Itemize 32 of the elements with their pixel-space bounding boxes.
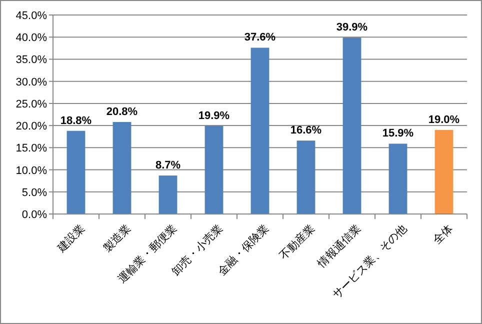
data-label: 16.6%: [290, 124, 322, 137]
bar: [434, 130, 454, 214]
x-tick-label: 全体: [431, 222, 456, 247]
data-label: 37.6%: [244, 32, 276, 44]
y-tick-label: 15.0%: [16, 142, 48, 155]
y-tick-label: 0.0%: [22, 209, 48, 221]
x-tick-label: 製造業: [100, 222, 134, 255]
bar: [342, 38, 362, 214]
y-tick-label: 25.0%: [16, 98, 48, 110]
data-label: 39.9%: [336, 22, 368, 34]
data-label: 15.9%: [382, 128, 414, 140]
bar: [388, 144, 408, 214]
y-tick-label: 20.0%: [16, 120, 48, 133]
x-tick-label: 建設業: [54, 222, 88, 256]
data-label: 19.9%: [198, 110, 230, 122]
data-label: 19.0%: [428, 114, 460, 126]
y-tick-label: 45.0%: [16, 10, 48, 22]
bar: [66, 130, 86, 214]
bar: [112, 122, 132, 214]
y-tick-label: 5.0%: [22, 186, 48, 199]
data-label: 18.8%: [60, 114, 92, 127]
y-tick-label: 10.0%: [16, 164, 48, 177]
bar: [204, 126, 224, 214]
y-tick-label: 35.0%: [16, 54, 48, 66]
x-tick-label: 不動産業: [276, 222, 318, 262]
data-label: 8.7%: [155, 160, 181, 172]
data-label: 20.8%: [106, 106, 138, 118]
y-tick-label: 40.0%: [16, 32, 48, 44]
y-tick-label: 30.0%: [16, 76, 48, 88]
bar: [158, 176, 178, 214]
bar: [250, 48, 270, 214]
bar: [296, 140, 316, 214]
